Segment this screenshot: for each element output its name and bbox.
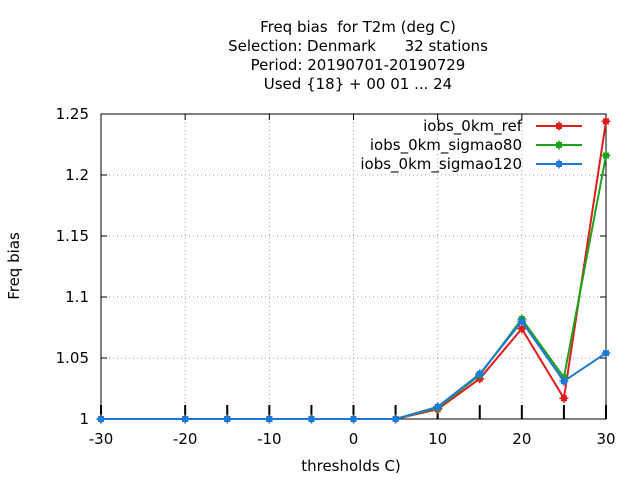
y-tick-labels: 1 1.05 1.1 1.15 1.2 1.25 xyxy=(56,105,89,428)
data-point xyxy=(306,414,316,424)
y-tick-label: 1.15 xyxy=(56,227,89,245)
series-group xyxy=(96,116,611,424)
y-axis-label: Freq bias xyxy=(5,232,23,300)
data-point xyxy=(601,116,611,126)
data-point xyxy=(559,376,569,386)
x-tick-label: -30 xyxy=(89,430,114,448)
data-point xyxy=(433,402,443,412)
data-point xyxy=(180,414,190,424)
x-tick-label: 30 xyxy=(596,430,615,448)
data-point xyxy=(559,393,569,403)
legend-marker xyxy=(554,121,564,131)
data-point xyxy=(264,414,274,424)
data-point xyxy=(391,414,401,424)
x-tick-label: 0 xyxy=(349,430,359,448)
axis-ticks xyxy=(100,113,607,420)
legend-label: iobs_0km_sigmao80 xyxy=(370,136,522,155)
x-tick-label: 10 xyxy=(428,430,447,448)
x-axis-label: thresholds C) xyxy=(301,457,401,475)
chart-title: Freq bias for T2m (deg C)Selection: Denm… xyxy=(228,18,488,93)
legend: iobs_0km_refiobs_0km_sigmao80iobs_0km_si… xyxy=(360,117,582,174)
title-line: Selection: Denmark 32 stations xyxy=(228,37,488,55)
x-tick-labels: -30 -20 -10 0 10 20 30 xyxy=(89,430,616,448)
data-point xyxy=(349,414,358,424)
data-point xyxy=(475,369,485,379)
data-point xyxy=(601,150,611,160)
data-point xyxy=(222,414,232,424)
y-tick-label: 1.2 xyxy=(65,166,89,184)
legend-marker xyxy=(554,159,564,169)
title-line: Period: 20190701-20190729 xyxy=(251,56,466,74)
x-tick-label: 20 xyxy=(512,430,531,448)
grid-lines xyxy=(101,114,606,419)
title-line: Freq bias for T2m (deg C) xyxy=(260,18,456,36)
data-point xyxy=(601,348,611,358)
data-point xyxy=(517,316,527,326)
legend-label: iobs_0km_ref xyxy=(423,117,523,136)
legend-item: iobs_0km_sigmao120 xyxy=(360,155,582,174)
y-tick-label: 1.05 xyxy=(56,349,89,367)
y-tick-label: 1.25 xyxy=(56,105,89,123)
series-iobs_0km_sigmao120 xyxy=(96,316,611,424)
title-line: Used {18} + 00 01 ... 24 xyxy=(264,75,452,93)
legend-item: iobs_0km_ref xyxy=(423,117,582,136)
x-tick-label: -10 xyxy=(257,430,282,448)
y-tick-label: 1 xyxy=(79,410,89,428)
legend-marker xyxy=(554,140,564,150)
series-line xyxy=(101,155,607,420)
series-line xyxy=(101,319,607,420)
x-tick-label: -20 xyxy=(173,430,198,448)
legend-item: iobs_0km_sigmao80 xyxy=(370,136,582,155)
y-tick-label: 1.1 xyxy=(65,288,89,306)
data-point xyxy=(96,414,106,424)
legend-label: iobs_0km_sigmao120 xyxy=(360,155,522,174)
